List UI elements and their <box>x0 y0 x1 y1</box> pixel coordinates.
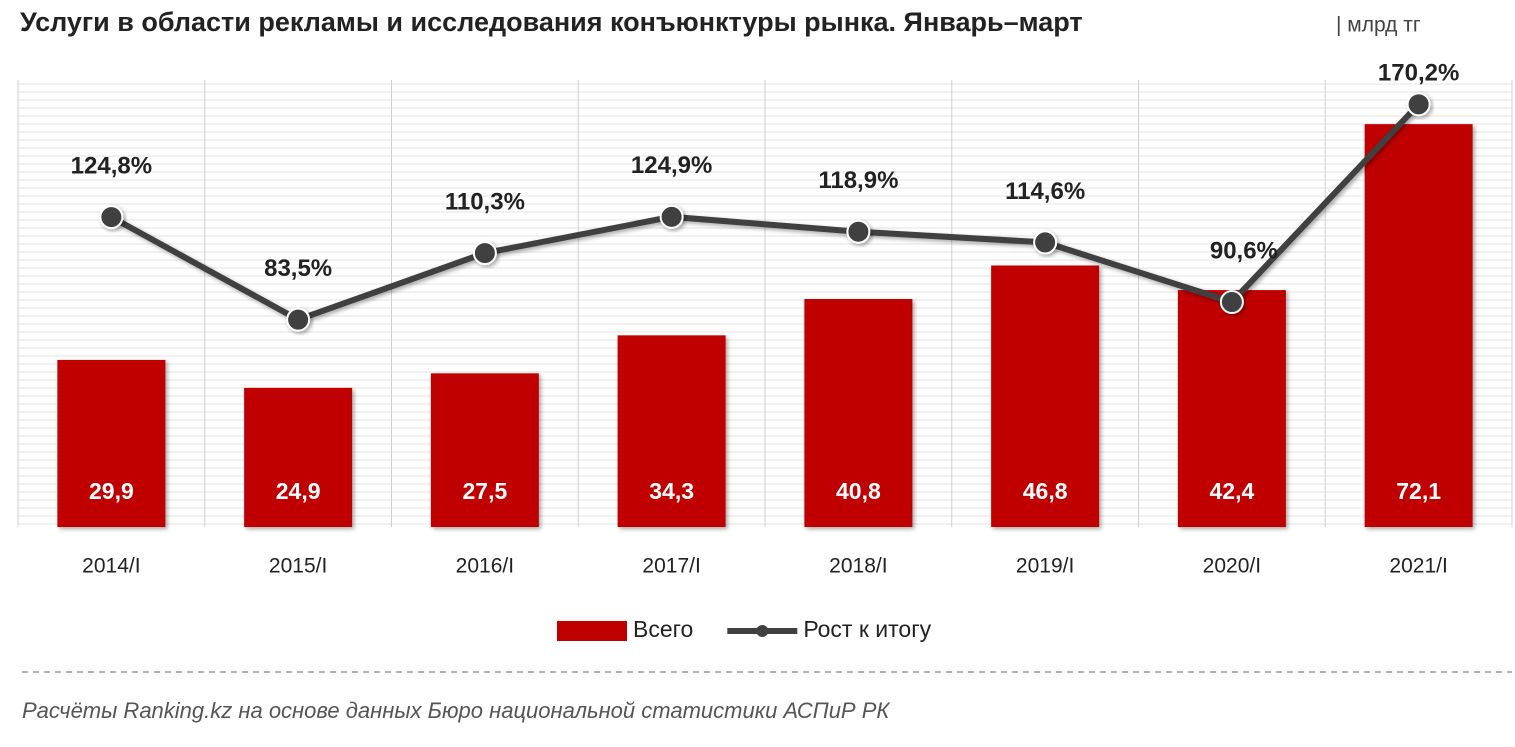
legend-label: Всего <box>633 616 693 642</box>
bar <box>244 387 353 527</box>
legend-label: Рост к итогу <box>803 616 931 642</box>
bar <box>1177 290 1286 527</box>
line-marker <box>1033 230 1058 255</box>
line-marker <box>286 307 311 332</box>
line-value-label: 114,6% <box>1005 178 1085 205</box>
bar-value-label: 27,5 <box>462 478 507 504</box>
line-value-label: 124,8% <box>71 152 152 179</box>
line-value-label: 118,9% <box>818 167 898 194</box>
x-tick-label: 2017/I <box>642 555 700 578</box>
bar-value-label: 40,8 <box>836 478 881 504</box>
line-value-label: 90,6% <box>1210 237 1278 264</box>
bar-value-label: 42,4 <box>1209 478 1254 504</box>
source: Расчёты Ranking.kz на основе данных Бюро… <box>22 698 890 723</box>
x-tick-label: 2020/I <box>1203 555 1261 578</box>
bar-value-label: 29,9 <box>89 478 134 504</box>
line-marker <box>1406 92 1431 117</box>
legend-swatch <box>557 621 627 641</box>
line-value-label: 124,9% <box>631 152 712 179</box>
bar <box>617 335 726 527</box>
chart-subtitle: | млрд тг <box>1336 14 1421 37</box>
bar <box>991 265 1100 527</box>
bar-value-label: 34,3 <box>649 478 694 504</box>
x-tick-label: 2016/I <box>456 555 514 578</box>
bar-value-label: 46,8 <box>1023 478 1068 504</box>
x-tick-label: 2021/I <box>1389 555 1447 578</box>
line-marker <box>99 205 124 230</box>
line-value-label: 83,5% <box>264 255 332 282</box>
line-value-label: 110,3% <box>445 188 525 215</box>
bar <box>804 299 913 527</box>
line-value-label: 170,2% <box>1378 59 1459 86</box>
x-tick-label: 2015/I <box>269 555 327 578</box>
bar <box>1364 124 1473 528</box>
bar-value-label: 24,9 <box>276 478 321 504</box>
chart-title: Услуги в области рекламы и исследования … <box>20 7 1083 37</box>
line-marker <box>659 204 684 229</box>
x-tick-label: 2018/I <box>829 555 887 578</box>
line-marker <box>1219 290 1244 315</box>
legend-swatch-marker <box>756 625 769 637</box>
bar <box>57 359 166 527</box>
bar <box>430 373 539 527</box>
line <box>109 102 1421 323</box>
bar-value-label: 72,1 <box>1396 478 1441 504</box>
line-marker <box>846 219 871 244</box>
x-tick-label: 2014/I <box>82 555 140 578</box>
line-marker <box>472 241 497 266</box>
x-tick-label: 2019/I <box>1016 555 1074 578</box>
